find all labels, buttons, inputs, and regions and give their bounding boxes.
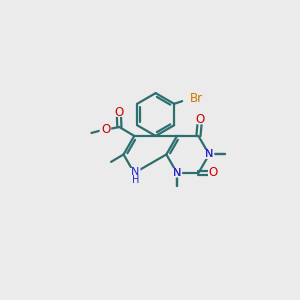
Text: N: N bbox=[173, 168, 181, 178]
FancyBboxPatch shape bbox=[172, 169, 182, 177]
Text: H: H bbox=[132, 175, 139, 184]
FancyBboxPatch shape bbox=[172, 169, 182, 177]
Text: N: N bbox=[131, 167, 140, 177]
FancyBboxPatch shape bbox=[204, 150, 214, 159]
Text: N: N bbox=[205, 149, 213, 160]
Text: N: N bbox=[173, 168, 181, 178]
FancyBboxPatch shape bbox=[208, 168, 219, 178]
Text: O: O bbox=[101, 124, 111, 136]
Text: N: N bbox=[205, 149, 213, 160]
Text: O: O bbox=[195, 113, 205, 126]
FancyBboxPatch shape bbox=[195, 115, 205, 124]
Text: O: O bbox=[209, 167, 218, 179]
FancyBboxPatch shape bbox=[100, 125, 111, 135]
FancyBboxPatch shape bbox=[113, 107, 124, 117]
Text: Br: Br bbox=[190, 92, 203, 105]
FancyBboxPatch shape bbox=[128, 168, 140, 178]
FancyBboxPatch shape bbox=[204, 150, 214, 159]
Text: O: O bbox=[114, 106, 123, 118]
